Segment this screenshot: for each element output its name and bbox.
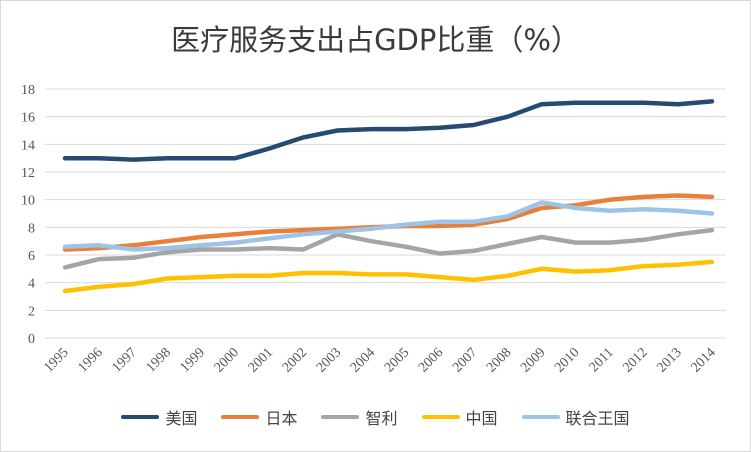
legend-label: 中国 (465, 409, 498, 428)
legend-item: 联合王国 (521, 405, 630, 429)
x-tick-label: 2007 (450, 345, 480, 375)
y-tick-label: 8 (28, 221, 35, 236)
x-tick-label: 2013 (654, 345, 684, 375)
chart-legend: 美国 日本 智利 中国 联合王国 (1, 405, 750, 429)
x-tick-label: 1998 (144, 345, 174, 375)
x-tick-label: 1997 (110, 345, 140, 375)
x-tick-label: 2002 (280, 345, 310, 375)
legend-swatch (421, 415, 460, 419)
x-tick-label: 1999 (178, 345, 208, 375)
x-tick-label: 2000 (212, 345, 242, 375)
y-tick-label: 12 (21, 166, 35, 181)
legend-label: 联合王国 (565, 409, 630, 428)
y-tick-label: 14 (21, 138, 35, 153)
legend-item: 美国 (121, 405, 197, 429)
y-tick-label: 0 (28, 332, 35, 347)
legend-item: 智利 (321, 405, 398, 429)
y-tick-label: 4 (28, 277, 35, 292)
legend-swatch (221, 415, 260, 419)
x-tick-label: 2011 (587, 345, 617, 375)
x-tick-label: 1996 (75, 345, 105, 375)
x-tick-label: 2012 (620, 345, 650, 375)
x-tick-label: 2009 (518, 345, 548, 375)
x-tick-label: 2008 (484, 345, 514, 375)
series-line (62, 227, 715, 270)
legend-item: 日本 (221, 405, 297, 429)
series-line (62, 99, 715, 162)
x-tick-label: 2001 (246, 345, 276, 375)
chart-title: 医疗服务支出占GDP比重（%） (171, 23, 580, 57)
y-tick-label: 6 (28, 249, 35, 264)
x-tick-label: 2010 (552, 345, 582, 375)
y-tick-label: 2 (28, 304, 35, 319)
legend-swatch (321, 415, 360, 419)
legend-swatch (121, 415, 160, 419)
x-tick-label: 2005 (382, 345, 412, 375)
y-tick-label: 10 (21, 194, 35, 209)
y-tick-label: 16 (21, 111, 35, 126)
legend-label: 智利 (365, 409, 398, 428)
legend-label: 美国 (165, 409, 198, 428)
legend-item: 中国 (421, 405, 498, 429)
series-line (62, 200, 715, 252)
legend-label: 日本 (265, 409, 298, 428)
x-tick-label: 2003 (314, 345, 344, 375)
x-tick-label: 2006 (416, 345, 446, 375)
x-tick-label: 1995 (41, 345, 71, 375)
y-tick-label: 18 (21, 83, 35, 98)
x-tick-label: 2014 (688, 345, 718, 375)
legend-swatch (521, 415, 560, 419)
series-line (62, 259, 715, 294)
x-tick-label: 2004 (348, 345, 378, 375)
